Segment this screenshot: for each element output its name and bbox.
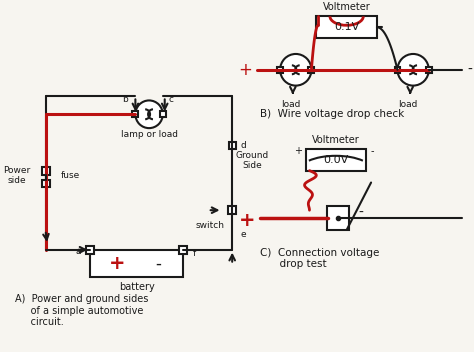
Text: Ground
Side: Ground Side — [235, 151, 268, 170]
Text: -: - — [370, 146, 374, 156]
Circle shape — [136, 100, 163, 128]
Text: battery: battery — [119, 282, 155, 292]
Bar — [327, 206, 348, 230]
Text: +: + — [239, 210, 255, 230]
Text: C)  Connection voltage
      drop test: C) Connection voltage drop test — [260, 248, 379, 269]
Text: B)  Wire voltage drop check: B) Wire voltage drop check — [260, 109, 404, 119]
Bar — [229, 143, 236, 149]
Text: -: - — [155, 254, 161, 272]
Bar — [91, 250, 183, 277]
Bar — [160, 111, 166, 117]
Bar — [277, 67, 283, 73]
Text: c: c — [169, 95, 173, 104]
Text: load: load — [399, 100, 418, 109]
Text: b: b — [122, 95, 128, 104]
Bar — [394, 67, 401, 73]
Bar — [86, 246, 94, 254]
Circle shape — [280, 54, 311, 86]
Text: e: e — [240, 231, 246, 239]
Bar — [228, 206, 236, 214]
Bar — [43, 167, 50, 175]
Bar — [316, 17, 377, 38]
Text: Voltmeter: Voltmeter — [323, 2, 371, 12]
Text: +: + — [238, 61, 252, 79]
Bar — [132, 111, 138, 117]
Text: d: d — [240, 142, 246, 150]
Text: +: + — [109, 254, 126, 273]
Text: A)  Power and ground sides
     of a simple automotive
     circuit.: A) Power and ground sides of a simple au… — [15, 294, 148, 327]
Bar — [309, 67, 314, 73]
Text: load: load — [281, 100, 301, 109]
Text: f: f — [193, 249, 196, 258]
Text: +: + — [293, 146, 301, 156]
Bar — [43, 180, 50, 188]
Bar — [306, 149, 366, 171]
Text: a: a — [75, 247, 81, 256]
Text: switch: switch — [195, 221, 224, 230]
Text: lamp or load: lamp or load — [120, 130, 178, 139]
Text: 0.0V: 0.0V — [323, 155, 348, 165]
Text: fuse: fuse — [61, 171, 80, 180]
Bar — [426, 67, 432, 73]
Text: 0.1V: 0.1V — [334, 22, 359, 32]
Text: Voltmeter: Voltmeter — [312, 135, 360, 145]
Text: -: - — [467, 63, 472, 77]
Text: Power
side: Power side — [3, 166, 31, 185]
Text: -: - — [358, 206, 363, 220]
Circle shape — [398, 54, 429, 86]
Bar — [179, 246, 187, 254]
